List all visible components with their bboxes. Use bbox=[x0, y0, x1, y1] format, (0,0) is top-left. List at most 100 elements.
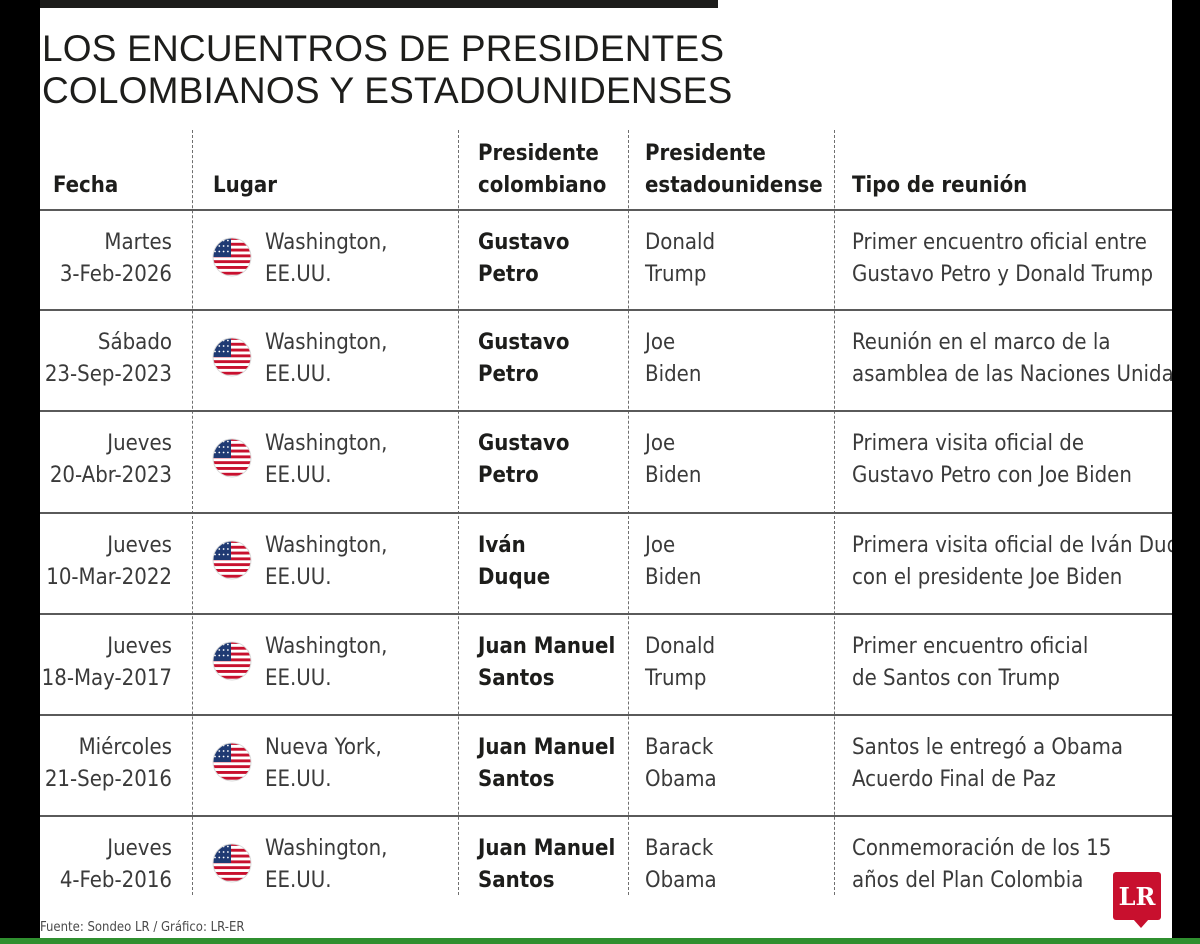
meeting-type-cell: Primer encuentro oficial entre Gustavo P… bbox=[852, 227, 1153, 291]
colombian-president-last: Petro bbox=[478, 362, 539, 387]
date-text: 10-Mar-2022 bbox=[46, 565, 172, 590]
place-cell: Washington, EE.UU. bbox=[265, 227, 387, 291]
place-country: EE.UU. bbox=[265, 463, 332, 488]
date-cell: Miércoles 21-Sep-2016 bbox=[45, 732, 172, 796]
header-fecha: Fecha bbox=[53, 173, 119, 198]
colombian-president-cell: Gustavo Petro bbox=[478, 227, 569, 291]
colombian-president-cell: Juan Manuel Santos bbox=[478, 732, 615, 796]
colombian-president-last: Duque bbox=[478, 565, 551, 590]
meeting-type-line1: Reunión en el marco de la bbox=[852, 330, 1111, 355]
us-president-first: Joe bbox=[645, 330, 676, 355]
place-country: EE.UU. bbox=[265, 362, 332, 387]
place-city: Washington, bbox=[265, 230, 388, 255]
lr-logo: LR bbox=[1113, 872, 1161, 928]
header-col-line1: Presidente bbox=[478, 141, 599, 166]
colombian-president-cell: Gustavo Petro bbox=[478, 327, 569, 391]
meeting-type-line1: Primer encuentro oficial bbox=[852, 634, 1089, 659]
us-president-cell: Donald Trump bbox=[645, 631, 715, 695]
table-row: Jueves 10-Mar-2022 Washington, EE.UU. Iv… bbox=[40, 514, 1172, 614]
date-text: 21-Sep-2016 bbox=[44, 767, 172, 792]
day-text: Miércoles bbox=[78, 735, 172, 760]
place-country: EE.UU. bbox=[265, 262, 332, 287]
meeting-type-line2: de Santos con Trump bbox=[852, 666, 1060, 691]
date-text: 23-Sep-2023 bbox=[44, 362, 172, 387]
date-cell: Jueves 10-Mar-2022 bbox=[46, 530, 172, 594]
us-president-last: Biden bbox=[645, 463, 702, 488]
meeting-type-line1: Conmemoración de los 15 bbox=[852, 836, 1112, 861]
us-president-last: Biden bbox=[645, 565, 702, 590]
table-row: Jueves 20-Abr-2023 Washington, EE.UU. Gu… bbox=[40, 412, 1172, 512]
meeting-type-cell: Santos le entregó a Obama Acuerdo Final … bbox=[852, 732, 1123, 796]
place-cell: Washington, EE.UU. bbox=[265, 327, 387, 391]
place-cell: Washington, EE.UU. bbox=[265, 428, 387, 492]
colombian-president-last: Petro bbox=[478, 262, 539, 287]
us-president-first: Barack bbox=[645, 735, 714, 760]
date-cell: Jueves 18-May-2017 bbox=[42, 631, 172, 695]
us-president-first: Barack bbox=[645, 836, 714, 861]
meeting-type-cell: Reunión en el marco de la asamblea de la… bbox=[852, 327, 1172, 391]
meeting-type-cell: Primera visita oficial de Gustavo Petro … bbox=[852, 428, 1132, 492]
colombian-president-first: Juan Manuel bbox=[478, 735, 616, 760]
place-city: Washington, bbox=[265, 836, 388, 861]
us-president-first: Joe bbox=[645, 533, 676, 558]
meeting-type-cell: Primer encuentro oficial de Santos con T… bbox=[852, 631, 1088, 695]
us-president-last: Obama bbox=[645, 767, 717, 792]
us-president-cell: Joe Biden bbox=[645, 428, 701, 492]
colombian-president-last: Santos bbox=[478, 666, 555, 691]
meeting-type-line2: Gustavo Petro y Donald Trump bbox=[852, 262, 1154, 287]
place-city: Washington, bbox=[265, 634, 388, 659]
infographic-panel: LOS ENCUENTROS DE PRESIDENTES COLOMBIANO… bbox=[40, 0, 1172, 944]
us-president-first: Donald bbox=[645, 634, 716, 659]
us-president-last: Biden bbox=[645, 362, 702, 387]
us-president-last: Trump bbox=[645, 262, 707, 287]
us-president-last: Obama bbox=[645, 868, 717, 893]
day-text: Martes bbox=[104, 230, 172, 255]
colombian-president-cell: Gustavo Petro bbox=[478, 428, 569, 492]
header-presidente-colombiano: Presidente colombiano bbox=[478, 138, 606, 202]
row-separator bbox=[40, 309, 1172, 311]
us-flag-icon bbox=[212, 742, 252, 782]
meeting-type-line2: asamblea de las Naciones Unidas bbox=[852, 362, 1172, 387]
day-text: Jueves bbox=[107, 533, 172, 558]
title-line-2: COLOMBIANOS Y ESTADOUNIDENSES bbox=[42, 70, 733, 111]
us-president-cell: Barack Obama bbox=[645, 732, 717, 796]
us-president-cell: Joe Biden bbox=[645, 327, 701, 391]
header-presidente-estadounidense: Presidente estadounidense bbox=[645, 138, 823, 202]
us-flag-icon bbox=[212, 641, 252, 681]
header-us-line2: estadounidense bbox=[645, 173, 823, 198]
us-flag-icon bbox=[212, 843, 252, 883]
place-cell: Nueva York, EE.UU. bbox=[265, 732, 382, 796]
day-text: Sábado bbox=[97, 330, 172, 355]
date-text: 20-Abr-2023 bbox=[49, 463, 172, 488]
table-row: Sábado 23-Sep-2023 Washington, EE.UU. Gu… bbox=[40, 311, 1172, 411]
row-separator bbox=[40, 410, 1172, 412]
row-separator bbox=[40, 512, 1172, 514]
header-col-line2: colombiano bbox=[478, 173, 607, 198]
meeting-type-line1: Santos le entregó a Obama bbox=[852, 735, 1124, 760]
place-cell: Washington, EE.UU. bbox=[265, 833, 387, 897]
page-title: LOS ENCUENTROS DE PRESIDENTES COLOMBIANO… bbox=[42, 28, 732, 112]
colombian-president-cell: Juan Manuel Santos bbox=[478, 833, 615, 897]
colombian-president-last: Santos bbox=[478, 868, 555, 893]
date-cell: Jueves 4-Feb-2016 bbox=[60, 833, 172, 897]
us-president-cell: Joe Biden bbox=[645, 530, 701, 594]
table-row: Miércoles 21-Sep-2016 Nueva York, EE.UU.… bbox=[40, 716, 1172, 816]
date-cell: Sábado 23-Sep-2023 bbox=[45, 327, 172, 391]
right-edge bbox=[1172, 0, 1200, 944]
meeting-type-line2: Acuerdo Final de Paz bbox=[852, 767, 1056, 792]
place-country: EE.UU. bbox=[265, 565, 332, 590]
day-text: Jueves bbox=[107, 634, 172, 659]
us-flag-icon bbox=[212, 540, 252, 580]
place-city: Nueva York, bbox=[265, 735, 382, 760]
meeting-type-line1: Primer encuentro oficial entre bbox=[852, 230, 1147, 255]
us-president-cell: Barack Obama bbox=[645, 833, 717, 897]
place-cell: Washington, EE.UU. bbox=[265, 530, 387, 594]
place-cell: Washington, EE.UU. bbox=[265, 631, 387, 695]
colombian-president-last: Petro bbox=[478, 463, 539, 488]
table-row: Jueves 18-May-2017 Washington, EE.UU. Ju… bbox=[40, 615, 1172, 715]
header-us-line1: Presidente bbox=[645, 141, 766, 166]
colombian-president-first: Iván bbox=[478, 533, 526, 558]
place-country: EE.UU. bbox=[265, 666, 332, 691]
top-accent-bar bbox=[40, 0, 718, 8]
meeting-type-line1: Primera visita oficial de Iván Duque bbox=[852, 533, 1172, 558]
